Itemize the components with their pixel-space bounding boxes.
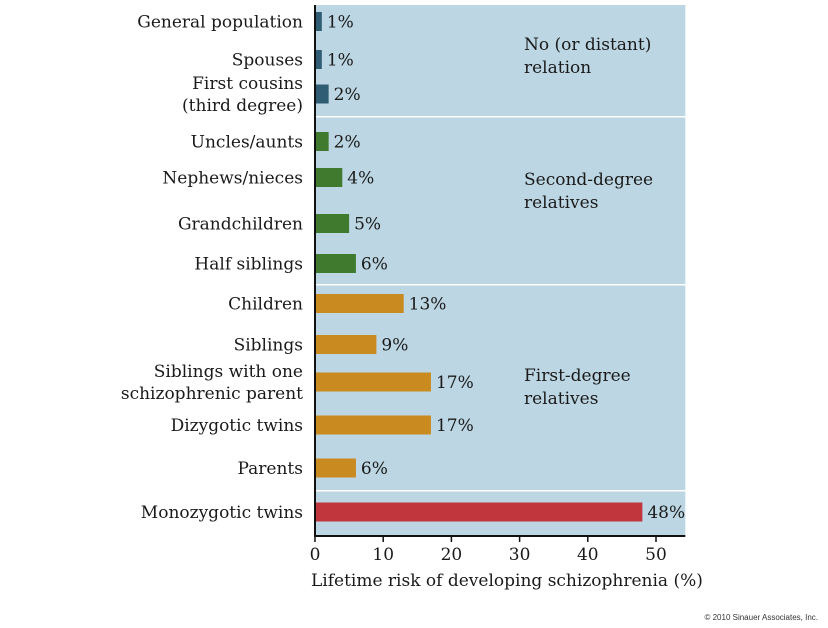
value-label: 1% bbox=[327, 51, 354, 71]
x-tick-label: 40 bbox=[577, 545, 599, 565]
x-tick-label: 30 bbox=[509, 545, 531, 565]
bar bbox=[315, 335, 377, 354]
category-label: Half siblings bbox=[194, 255, 303, 275]
bar bbox=[315, 214, 350, 233]
x-tick-label: 50 bbox=[645, 545, 667, 565]
bar bbox=[315, 132, 329, 151]
bar bbox=[315, 50, 322, 69]
bar bbox=[315, 372, 431, 392]
x-tick-label: 0 bbox=[310, 545, 321, 565]
value-label: 5% bbox=[354, 215, 381, 235]
bar bbox=[315, 168, 343, 187]
group-panel-2 bbox=[315, 117, 686, 284]
x-tick-label: 10 bbox=[372, 545, 394, 565]
bar bbox=[315, 12, 322, 31]
value-label: 2% bbox=[334, 85, 361, 105]
category-label: Dizygotic twins bbox=[171, 416, 303, 436]
group-label: relatives bbox=[524, 193, 598, 213]
x-tick-label: 20 bbox=[441, 545, 463, 565]
category-label: Nephews/nieces bbox=[162, 169, 303, 189]
category-label: General population bbox=[137, 13, 303, 33]
bar bbox=[315, 254, 356, 273]
category-label: (third degree) bbox=[182, 96, 303, 116]
value-label: 17% bbox=[436, 373, 474, 393]
bar bbox=[315, 84, 329, 104]
bar bbox=[315, 294, 404, 313]
value-label: 17% bbox=[436, 416, 474, 436]
category-label: Siblings bbox=[234, 336, 303, 356]
value-label: 9% bbox=[381, 336, 408, 356]
category-label: schizophrenic parent bbox=[121, 384, 303, 404]
category-label: Children bbox=[228, 295, 303, 315]
category-label: Parents bbox=[237, 459, 303, 479]
category-label: First cousins bbox=[192, 74, 303, 94]
group-label: No (or distant) bbox=[524, 35, 651, 55]
group-label: relatives bbox=[524, 389, 598, 409]
group-label: First-degree bbox=[524, 366, 631, 386]
group-panel-1 bbox=[315, 5, 686, 116]
group-label: relation bbox=[524, 58, 591, 78]
bar bbox=[315, 415, 431, 435]
group-label: Second-degree bbox=[524, 170, 653, 190]
value-label: 1% bbox=[327, 13, 354, 33]
category-label: Monozygotic twins bbox=[141, 503, 303, 523]
category-label: Siblings with one bbox=[154, 362, 303, 382]
value-label: 2% bbox=[334, 133, 361, 153]
value-label: 48% bbox=[647, 503, 685, 523]
category-label: Uncles/aunts bbox=[191, 133, 303, 153]
category-label: Grandchildren bbox=[178, 215, 303, 235]
value-label: 6% bbox=[361, 255, 388, 275]
value-label: 6% bbox=[361, 459, 388, 479]
category-label: Spouses bbox=[232, 51, 303, 71]
bar bbox=[315, 502, 643, 522]
copyright-notice: © 2010 Sinauer Associates, Inc. bbox=[704, 613, 818, 622]
bar bbox=[315, 458, 356, 478]
value-label: 4% bbox=[347, 169, 374, 189]
value-label: 13% bbox=[409, 295, 447, 315]
x-axis-title: Lifetime risk of developing schizophreni… bbox=[311, 571, 703, 591]
